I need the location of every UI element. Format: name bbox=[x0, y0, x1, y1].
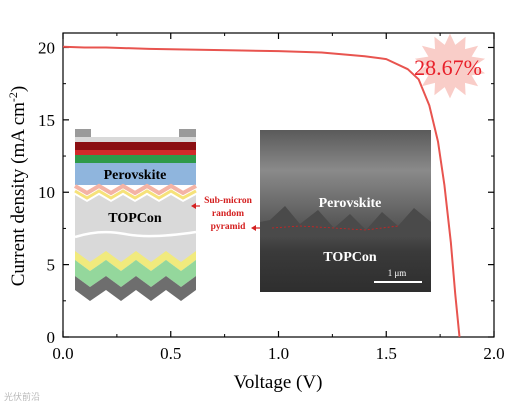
x-tick-label: 1.0 bbox=[268, 344, 289, 363]
sem-label-perovskite: Perovskite bbox=[319, 196, 382, 211]
green-bottom-zigzag bbox=[75, 260, 196, 287]
x-tick-label: 2.0 bbox=[483, 344, 504, 363]
x-axis-ticks bbox=[62, 33, 495, 337]
x-tick-label: 1.5 bbox=[376, 344, 397, 363]
starburst-badge bbox=[414, 33, 486, 99]
arrow-head-right bbox=[251, 225, 256, 231]
x-axis-tick-labels: 0.0 0.5 1.0 1.5 2.0 bbox=[52, 344, 504, 363]
stack-label-perovskite: Perovskite bbox=[104, 168, 167, 183]
x-tick-label: 0.0 bbox=[52, 344, 73, 363]
y-tick-label: 10 bbox=[38, 183, 55, 202]
y-tick-label: 0 bbox=[47, 328, 56, 347]
y-tick-label: 15 bbox=[38, 111, 55, 130]
stack-label-topcon: TOPCon bbox=[108, 211, 162, 226]
pink-zigzag-layer bbox=[73, 183, 197, 196]
dark-red-layer bbox=[75, 142, 196, 150]
annotation-line-1: Sub-micron bbox=[204, 196, 253, 206]
device-stack-inset: Perovskite TOPCon bbox=[73, 129, 197, 301]
arrow-head-left bbox=[191, 203, 196, 209]
series-layer bbox=[62, 45, 461, 338]
yellow-bottom-zigzag bbox=[75, 251, 196, 271]
y-axis-ticks bbox=[63, 46, 494, 338]
annotation-line-3: pyramid bbox=[211, 222, 247, 232]
x-axis-label: Voltage (V) bbox=[234, 372, 323, 393]
sem-image-inset: Perovskite TOPCon 1 μm bbox=[260, 130, 431, 292]
perovskite-layer bbox=[75, 163, 196, 185]
gray-bottom-zigzag bbox=[75, 276, 196, 301]
scale-bar-label: 1 μm bbox=[388, 268, 407, 278]
y-tick-label: 5 bbox=[47, 256, 56, 275]
y-tick-label: 20 bbox=[38, 38, 55, 57]
x-tick-label: 0.5 bbox=[160, 344, 181, 363]
red-layer bbox=[75, 150, 196, 155]
sem-interface-line bbox=[271, 225, 399, 231]
jv-curve bbox=[62, 45, 461, 338]
yellow-zigzag-layer bbox=[74, 189, 197, 200]
annotation-line-2: random bbox=[212, 209, 244, 219]
y-axis-label-close: ) bbox=[8, 86, 29, 92]
watermark: 光伏前沿 bbox=[4, 391, 40, 402]
pyramid-annotation: Sub-micron random pyramid bbox=[191, 196, 272, 232]
top-contact-layer bbox=[75, 137, 196, 142]
sem-pyramid-texture bbox=[260, 206, 431, 236]
y-axis-tick-labels: 0 5 10 15 20 bbox=[38, 38, 55, 347]
topcon-interface-line bbox=[74, 230, 197, 239]
y-axis-label-main: Current density (mA cm bbox=[8, 102, 29, 286]
y-axis-label: Current density (mA cm-2) bbox=[6, 86, 29, 287]
topcon-layer bbox=[75, 195, 196, 262]
green-layer bbox=[75, 155, 196, 163]
sem-label-topcon: TOPCon bbox=[323, 250, 377, 265]
efficiency-badge: 28.67% bbox=[414, 33, 486, 99]
efficiency-value: 28.67% bbox=[414, 55, 482, 80]
y-axis-label-superscript: -2 bbox=[6, 92, 20, 102]
